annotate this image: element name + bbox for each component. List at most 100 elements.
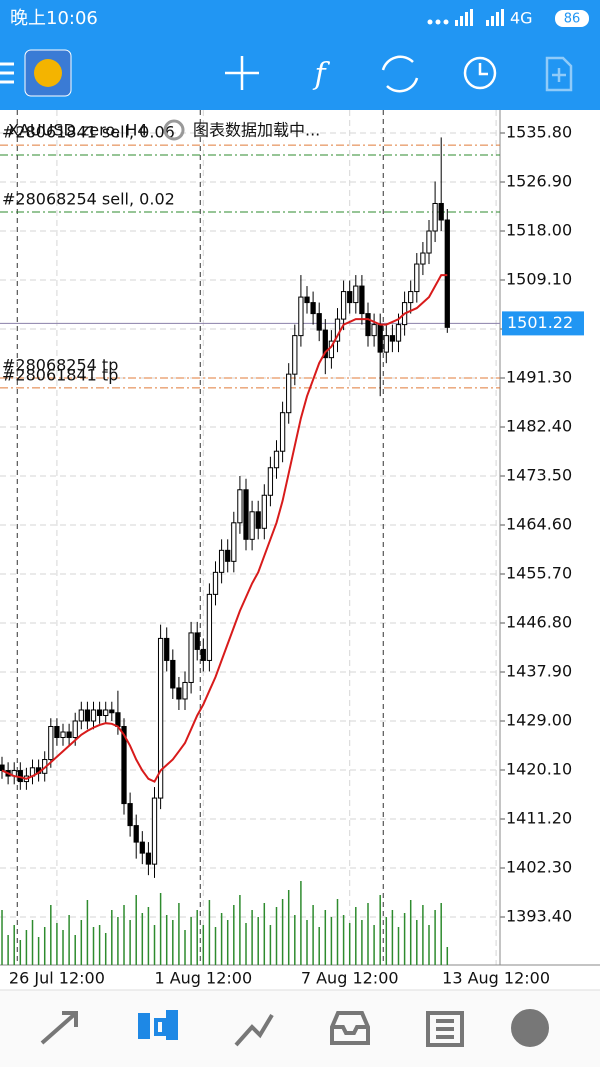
candle-body (170, 659, 176, 689)
current-price-label: 1501.22 (507, 313, 573, 332)
candle-body (347, 291, 353, 304)
candle-body (292, 335, 298, 375)
y-tick-label: 1509.10 (506, 270, 572, 289)
candle-body (225, 549, 231, 562)
x-tick-label: 1 Aug 12:00 (154, 969, 252, 988)
trade-button[interactable] (381, 55, 419, 93)
network: 4G (510, 9, 533, 28)
candle-body (383, 335, 389, 353)
candle-body (139, 841, 145, 854)
candle-body (90, 709, 97, 722)
candle-body (432, 202, 438, 232)
candle-body (66, 731, 72, 739)
order-label: #28068254 sell, 0.02 (2, 190, 175, 209)
moving-average (1, 274, 448, 783)
new-order-button[interactable] (545, 56, 573, 92)
candle-body (426, 230, 432, 254)
candle-body (109, 709, 115, 714)
candle-body (103, 709, 109, 716)
candle-body (0, 764, 5, 772)
candle-body (261, 494, 267, 529)
candle-body (78, 709, 84, 722)
candle-body (249, 511, 255, 540)
candle-body (151, 797, 158, 865)
candle-body (279, 412, 286, 452)
candle-body (444, 219, 450, 328)
y-tick-label: 1411.20 (506, 808, 572, 827)
candle-body (60, 731, 66, 739)
candle-body (243, 489, 249, 540)
y-tick-label: 1518.00 (506, 221, 572, 240)
x-tick-label: 13 Aug 12:00 (442, 969, 550, 988)
nav-history[interactable] (330, 1011, 370, 1045)
battery-level: 86 (564, 12, 581, 27)
order-label: #28061841 sell, 0.06 (2, 123, 175, 142)
nav-trade[interactable] (234, 1013, 274, 1047)
symbol: XAUUSD.zero, H4 (8, 121, 148, 140)
candle-body (194, 632, 200, 650)
y-tick-label: 1393.40 (506, 906, 572, 925)
y-tick-label: 1482.40 (506, 417, 572, 436)
candle-body (377, 324, 383, 353)
candle-body (316, 313, 322, 331)
candle-body (231, 522, 237, 562)
y-tick-label: 1437.90 (506, 661, 572, 680)
y-tick-label: 1491.30 (506, 368, 572, 387)
candle-body (408, 291, 414, 304)
nav-messages[interactable] (511, 1009, 549, 1047)
order-label: #28068254 tp (2, 356, 118, 375)
candle-body (389, 335, 396, 342)
status-time: 晚上10:06 (10, 8, 98, 29)
y-tick-label: 1402.30 (506, 857, 572, 876)
candle-body (176, 687, 182, 700)
candle-body (371, 324, 377, 337)
y-tick-label: 1526.90 (506, 172, 572, 191)
candle-body (267, 467, 274, 496)
candle-body (115, 712, 121, 728)
bottom-nav (0, 990, 600, 1067)
candle-body (48, 726, 54, 761)
candle-body (133, 825, 139, 843)
period-button[interactable] (463, 56, 497, 90)
chart: 1535.801526.901518.001509.101500.201491.… (0, 110, 600, 988)
candle-body (304, 296, 310, 304)
candle-body (414, 263, 420, 293)
candle-body (145, 852, 152, 865)
candle-body (237, 489, 243, 524)
menu-button[interactable] (0, 62, 14, 84)
y-tick-label: 1446.80 (506, 613, 572, 632)
crosshair-button[interactable] (225, 56, 259, 90)
candle-body (298, 296, 304, 337)
signal-icons (427, 9, 504, 26)
nav-quotes[interactable] (40, 1011, 78, 1045)
candle-body (438, 202, 444, 221)
candle-body (84, 709, 91, 722)
candle-body (164, 637, 170, 661)
candle-body (127, 803, 133, 827)
candle-body (322, 329, 328, 359)
nav-chart[interactable] (138, 1010, 178, 1040)
candle-body (359, 285, 365, 315)
y-tick-label: 1464.60 (506, 515, 572, 534)
y-tick-label: 1420.10 (506, 759, 572, 778)
candle-body (420, 252, 426, 265)
candle-body (54, 726, 60, 739)
y-tick-label: 1535.80 (506, 123, 572, 142)
candle-body (121, 726, 127, 805)
nav-news[interactable] (426, 1011, 464, 1047)
y-tick-label: 1429.00 (506, 710, 572, 729)
candle-body (340, 291, 347, 320)
candle-body (395, 324, 402, 342)
app-logo-mark (34, 59, 62, 87)
x-tick-label: 7 Aug 12:00 (301, 969, 399, 988)
candle-body (72, 720, 78, 739)
y-tick-label: 1455.70 (506, 564, 572, 583)
candle-body (365, 313, 371, 337)
candle-body (188, 632, 194, 683)
candle-body (310, 302, 316, 315)
candle-body (206, 593, 213, 661)
candle-body (286, 373, 292, 414)
y-tick-label: 1473.50 (506, 466, 572, 485)
